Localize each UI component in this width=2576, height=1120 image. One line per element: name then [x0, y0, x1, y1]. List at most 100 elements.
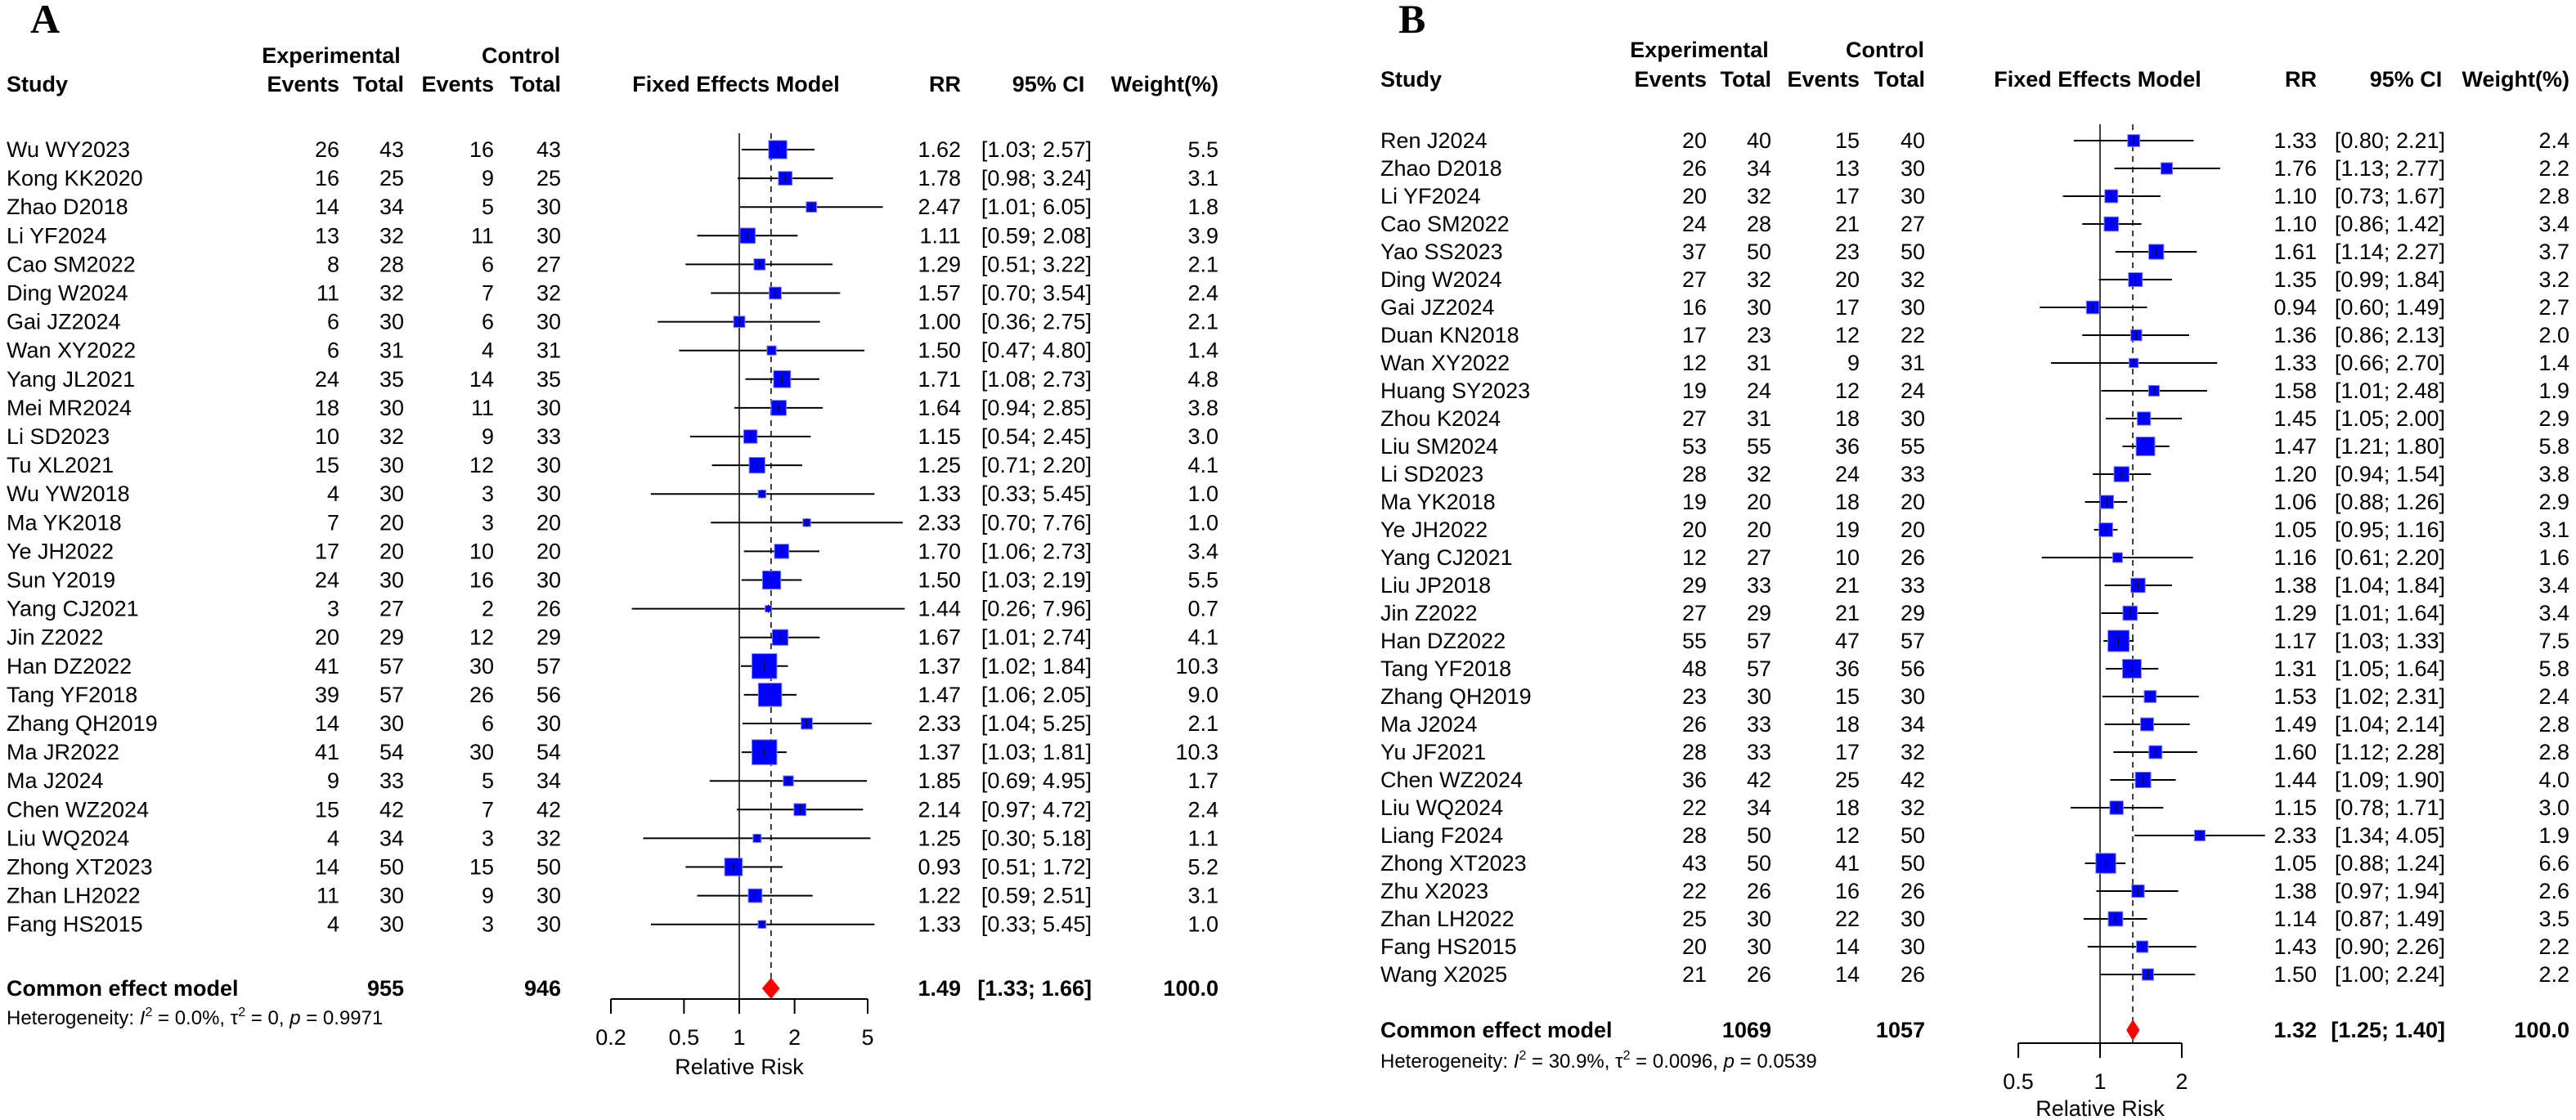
rr-value: 1.50 — [918, 568, 961, 593]
ctl-events: 16 — [469, 568, 494, 593]
study-name: Zhou K2024 — [1380, 406, 1501, 431]
rr-value: 2.33 — [918, 510, 961, 535]
ctl-events: 26 — [469, 683, 494, 707]
ctl-total: 32 — [536, 281, 561, 306]
header-model: Fixed Effects Model — [632, 72, 840, 96]
exp-total: 30 — [1747, 684, 1771, 709]
ctl-total: 20 — [536, 539, 561, 563]
ctl-total: 50 — [1901, 823, 1925, 848]
ctl-total: 24 — [1901, 379, 1925, 403]
weight-value: 2.4 — [2538, 684, 2569, 709]
x-axis-label: Relative Risk — [675, 1055, 804, 1079]
ci-value: [1.05; 2.00] — [2335, 406, 2445, 431]
ctl-total: 50 — [1901, 851, 1925, 876]
ctl-events: 23 — [1835, 240, 1860, 264]
rr-value: 1.05 — [2273, 517, 2317, 542]
ctl-total: 56 — [536, 683, 561, 707]
ctl-total: 34 — [1901, 712, 1925, 737]
ci-value: [1.02; 1.84] — [981, 654, 1092, 679]
ctl-events: 12 — [469, 453, 494, 477]
ctl-events: 41 — [1835, 851, 1860, 876]
ci-value: [1.02; 2.31] — [2335, 684, 2445, 709]
exp-events: 4 — [327, 826, 339, 850]
ctl-total: 35 — [536, 367, 561, 392]
weight-value: 2.9 — [2538, 406, 2569, 431]
ctl-total: 55 — [1901, 434, 1925, 459]
exp-total: 32 — [379, 424, 404, 449]
ci-value: [0.95; 1.16] — [2335, 517, 2445, 542]
ctl-events: 14 — [1835, 962, 1860, 987]
weight-value: 3.8 — [2538, 462, 2569, 486]
pooled-ctl-total: 946 — [524, 976, 561, 1001]
rr-value: 1.47 — [2273, 434, 2317, 459]
exp-total: 57 — [379, 654, 404, 679]
ci-value: [0.73; 1.67] — [2335, 184, 2445, 208]
study-row: Huang SY2023 19 24 12 24 1.58 [1.01; 2.48] 1.9 — [1380, 379, 2569, 403]
exp-events: 36 — [1682, 768, 1707, 792]
rr-value: 2.14 — [918, 797, 961, 822]
ctl-events: 3 — [482, 482, 494, 506]
ctl-total: 32 — [536, 826, 561, 850]
study-name: Ye JH2022 — [7, 539, 114, 563]
study-name: Li SD2023 — [1380, 462, 1483, 486]
study-name: Cao SM2022 — [7, 252, 136, 276]
study-name: Sun Y2019 — [7, 568, 115, 593]
study-row: Zhu X2023 22 26 16 26 1.38 [0.97; 1.94] 2.6 — [1380, 879, 2569, 903]
weight-value: 1.7 — [1187, 768, 1218, 793]
study-row: Ding W2024 11 32 7 32 1.57 [0.70; 3.54] 2.4 — [7, 281, 1218, 306]
exp-total: 31 — [379, 338, 404, 363]
exp-events: 6 — [327, 310, 339, 334]
ci-value: [0.60; 1.49] — [2335, 295, 2445, 320]
study-row: Yang CJ2021 3 27 2 26 1.44 [0.26; 7.96] 0.7 — [7, 597, 1218, 621]
weight-value: 4.1 — [1187, 453, 1218, 477]
ci-value: [0.98; 3.24] — [981, 166, 1092, 190]
rr-value: 1.25 — [918, 826, 961, 850]
exp-events: 26 — [315, 137, 339, 162]
ctl-total: 43 — [536, 137, 561, 162]
ci-value: [0.86; 2.13] — [2335, 323, 2445, 347]
header-exp-events: Events — [267, 72, 339, 96]
pooled-label: Common effect model — [7, 976, 239, 1001]
rr-value: 1.43 — [2273, 934, 2317, 959]
weight-value: 3.4 — [2538, 573, 2569, 598]
exp-total: 30 — [379, 912, 404, 937]
ci-value: [1.03; 2.57] — [981, 137, 1092, 162]
header-study: Study — [1380, 67, 1442, 92]
pooled-weight: 100.0 — [2514, 1018, 2569, 1042]
study-row: Fang HS2015 4 30 3 30 1.33 [0.33; 5.45] 1.0 — [7, 912, 1218, 937]
exp-total: 50 — [1747, 851, 1771, 876]
ctl-events: 30 — [469, 740, 494, 764]
ctl-events: 21 — [1835, 573, 1860, 598]
exp-total: 57 — [1747, 656, 1771, 681]
exp-events: 28 — [1682, 462, 1707, 486]
weight-value: 9.0 — [1187, 683, 1218, 707]
exp-events: 19 — [1682, 490, 1707, 514]
weight-value: 7.5 — [2538, 629, 2569, 653]
study-name: Wan XY2022 — [7, 338, 136, 363]
ctl-events: 2 — [482, 597, 494, 621]
ci-value: [0.61; 2.20] — [2335, 545, 2445, 570]
exp-events: 48 — [1682, 656, 1707, 681]
header-exp-total: Total — [353, 72, 405, 96]
pooled-ci: [1.33; 1.66] — [977, 976, 1092, 1001]
weight-value: 2.4 — [2538, 128, 2569, 153]
header-rr: RR — [2285, 67, 2317, 92]
ci-value: [0.87; 1.49] — [2335, 907, 2445, 931]
ctl-events: 6 — [482, 310, 494, 334]
weight-value: 2.2 — [2538, 962, 2569, 987]
rr-value: 0.94 — [2273, 295, 2317, 320]
exp-events: 17 — [1682, 323, 1707, 347]
ctl-events: 36 — [1835, 656, 1860, 681]
pooled-exp-total: 955 — [367, 976, 404, 1001]
study-name: Yang CJ2021 — [1380, 545, 1513, 570]
axis-tick-label: 2 — [788, 1025, 801, 1050]
ctl-events: 15 — [1835, 128, 1860, 153]
ctl-events: 15 — [469, 855, 494, 880]
rr-value: 1.70 — [918, 539, 961, 563]
ctl-total: 27 — [536, 252, 561, 276]
weight-value: 3.1 — [2538, 517, 2569, 542]
study-name: Huang SY2023 — [1380, 379, 1530, 403]
exp-total: 34 — [379, 195, 404, 219]
study-name: Fang HS2015 — [7, 912, 143, 937]
exp-events: 11 — [316, 884, 339, 908]
